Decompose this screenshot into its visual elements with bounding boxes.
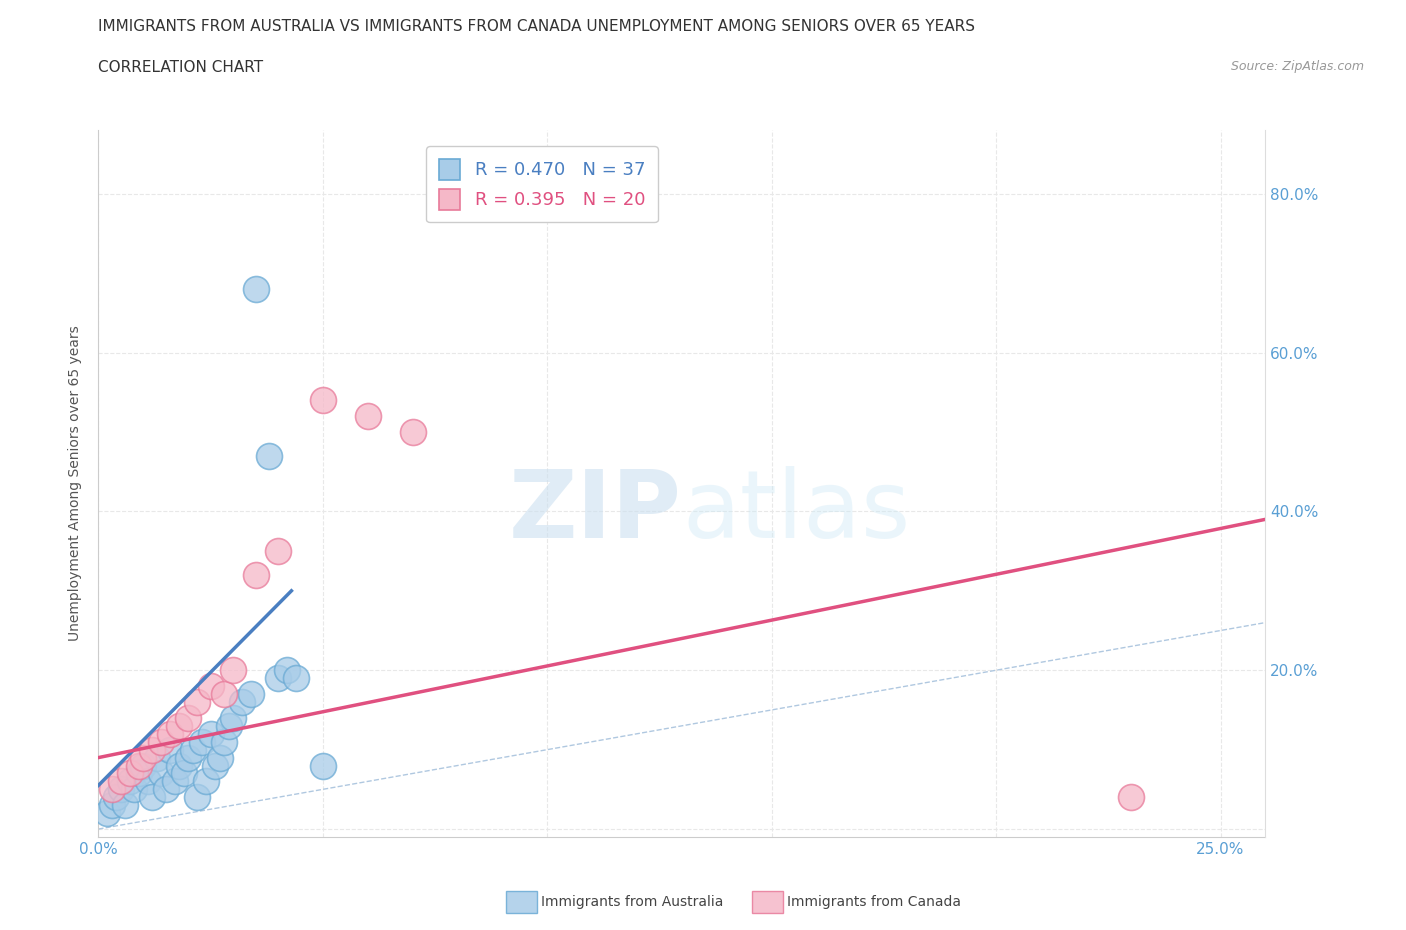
Text: IMMIGRANTS FROM AUSTRALIA VS IMMIGRANTS FROM CANADA UNEMPLOYMENT AMONG SENIORS O: IMMIGRANTS FROM AUSTRALIA VS IMMIGRANTS … — [98, 19, 976, 33]
Point — [312, 392, 335, 407]
Text: Source: ZipAtlas.com: Source: ZipAtlas.com — [1230, 60, 1364, 73]
Point — [245, 567, 267, 582]
Point — [136, 774, 159, 789]
Point — [177, 751, 200, 765]
Legend: R = 0.470   N = 37, R = 0.395   N = 20: R = 0.470 N = 37, R = 0.395 N = 20 — [426, 146, 658, 222]
Y-axis label: Unemployment Among Seniors over 65 years: Unemployment Among Seniors over 65 years — [69, 326, 83, 642]
Point — [124, 782, 146, 797]
Text: Immigrants from Canada: Immigrants from Canada — [787, 895, 962, 910]
Point — [222, 711, 245, 725]
Point — [159, 726, 181, 741]
Point — [257, 448, 280, 463]
Point — [276, 663, 298, 678]
Point — [128, 758, 150, 773]
Point — [118, 774, 141, 789]
Point — [212, 735, 235, 750]
Point — [141, 790, 163, 804]
Point — [167, 758, 190, 773]
Text: atlas: atlas — [682, 466, 910, 558]
Point — [200, 726, 222, 741]
Point — [240, 686, 263, 701]
Point — [146, 751, 169, 765]
Point — [101, 798, 124, 813]
Point — [401, 424, 423, 439]
Point — [186, 790, 208, 804]
Point — [357, 408, 380, 423]
Point — [200, 679, 222, 694]
Point — [96, 805, 118, 820]
Text: CORRELATION CHART: CORRELATION CHART — [98, 60, 263, 75]
Point — [167, 718, 190, 733]
Point — [101, 782, 124, 797]
Point — [186, 695, 208, 710]
Point — [128, 766, 150, 781]
Text: Immigrants from Australia: Immigrants from Australia — [541, 895, 724, 910]
Point — [114, 798, 136, 813]
Point — [173, 766, 195, 781]
Point — [155, 782, 177, 797]
Point — [110, 782, 132, 797]
Point — [141, 742, 163, 757]
Point — [245, 282, 267, 297]
Point — [177, 711, 200, 725]
Point — [195, 774, 218, 789]
Point — [208, 751, 231, 765]
Point — [150, 735, 173, 750]
Point — [110, 774, 132, 789]
Point — [231, 695, 253, 710]
Point — [267, 544, 290, 559]
Point — [132, 751, 155, 765]
Point — [284, 671, 307, 685]
Point — [1119, 790, 1142, 804]
Point — [163, 774, 186, 789]
Text: ZIP: ZIP — [509, 466, 682, 558]
Point — [118, 766, 141, 781]
Point — [212, 686, 235, 701]
Point — [105, 790, 128, 804]
Point — [312, 758, 335, 773]
Point — [267, 671, 290, 685]
Point — [159, 742, 181, 757]
Point — [218, 718, 240, 733]
Point — [190, 735, 212, 750]
Point — [222, 663, 245, 678]
Point — [204, 758, 226, 773]
Point — [181, 742, 204, 757]
Point — [150, 766, 173, 781]
Point — [132, 758, 155, 773]
